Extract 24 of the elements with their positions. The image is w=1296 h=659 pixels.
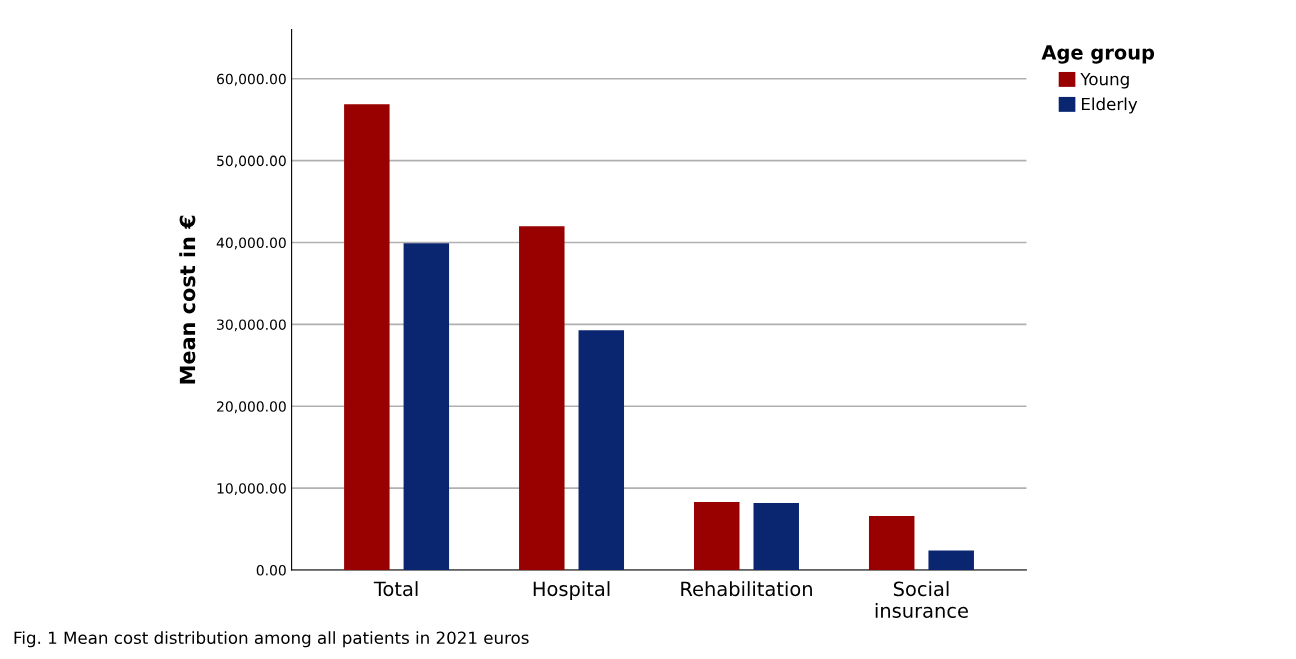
legend-title: Age group [1041,45,1155,64]
y-tick-label: 10,000.00 [217,483,286,496]
bar [868,516,915,571]
y-tick-label: 30,000.00 [217,319,286,332]
bar [928,550,974,571]
y-tick-label: 60,000.00 [217,73,286,86]
bar [403,243,450,571]
y-axis-title: Mean cost in € [179,215,196,384]
x-tick-label: Hospital [533,581,610,600]
bar [344,104,390,571]
bar [519,226,565,571]
caption: Fig. 1 Mean cost distribution among all patients in 2021 euros [14,631,529,648]
x-tick-label: Rehabilitation [681,581,812,597]
legend-label: Young [1080,72,1129,89]
legend-label: Elderly [1082,97,1138,114]
bar [694,502,740,571]
x-tick-label: Social insurance [875,581,968,618]
bar [753,502,799,571]
bar [578,330,625,571]
y-tick-label: 40,000.00 [216,237,286,250]
y-tick-label: 0.00 [256,565,286,576]
x-tick-label: Total [373,581,418,597]
y-tick-label: 50,000.00 [217,155,286,168]
y-tick-label: 20,000.00 [217,401,286,414]
